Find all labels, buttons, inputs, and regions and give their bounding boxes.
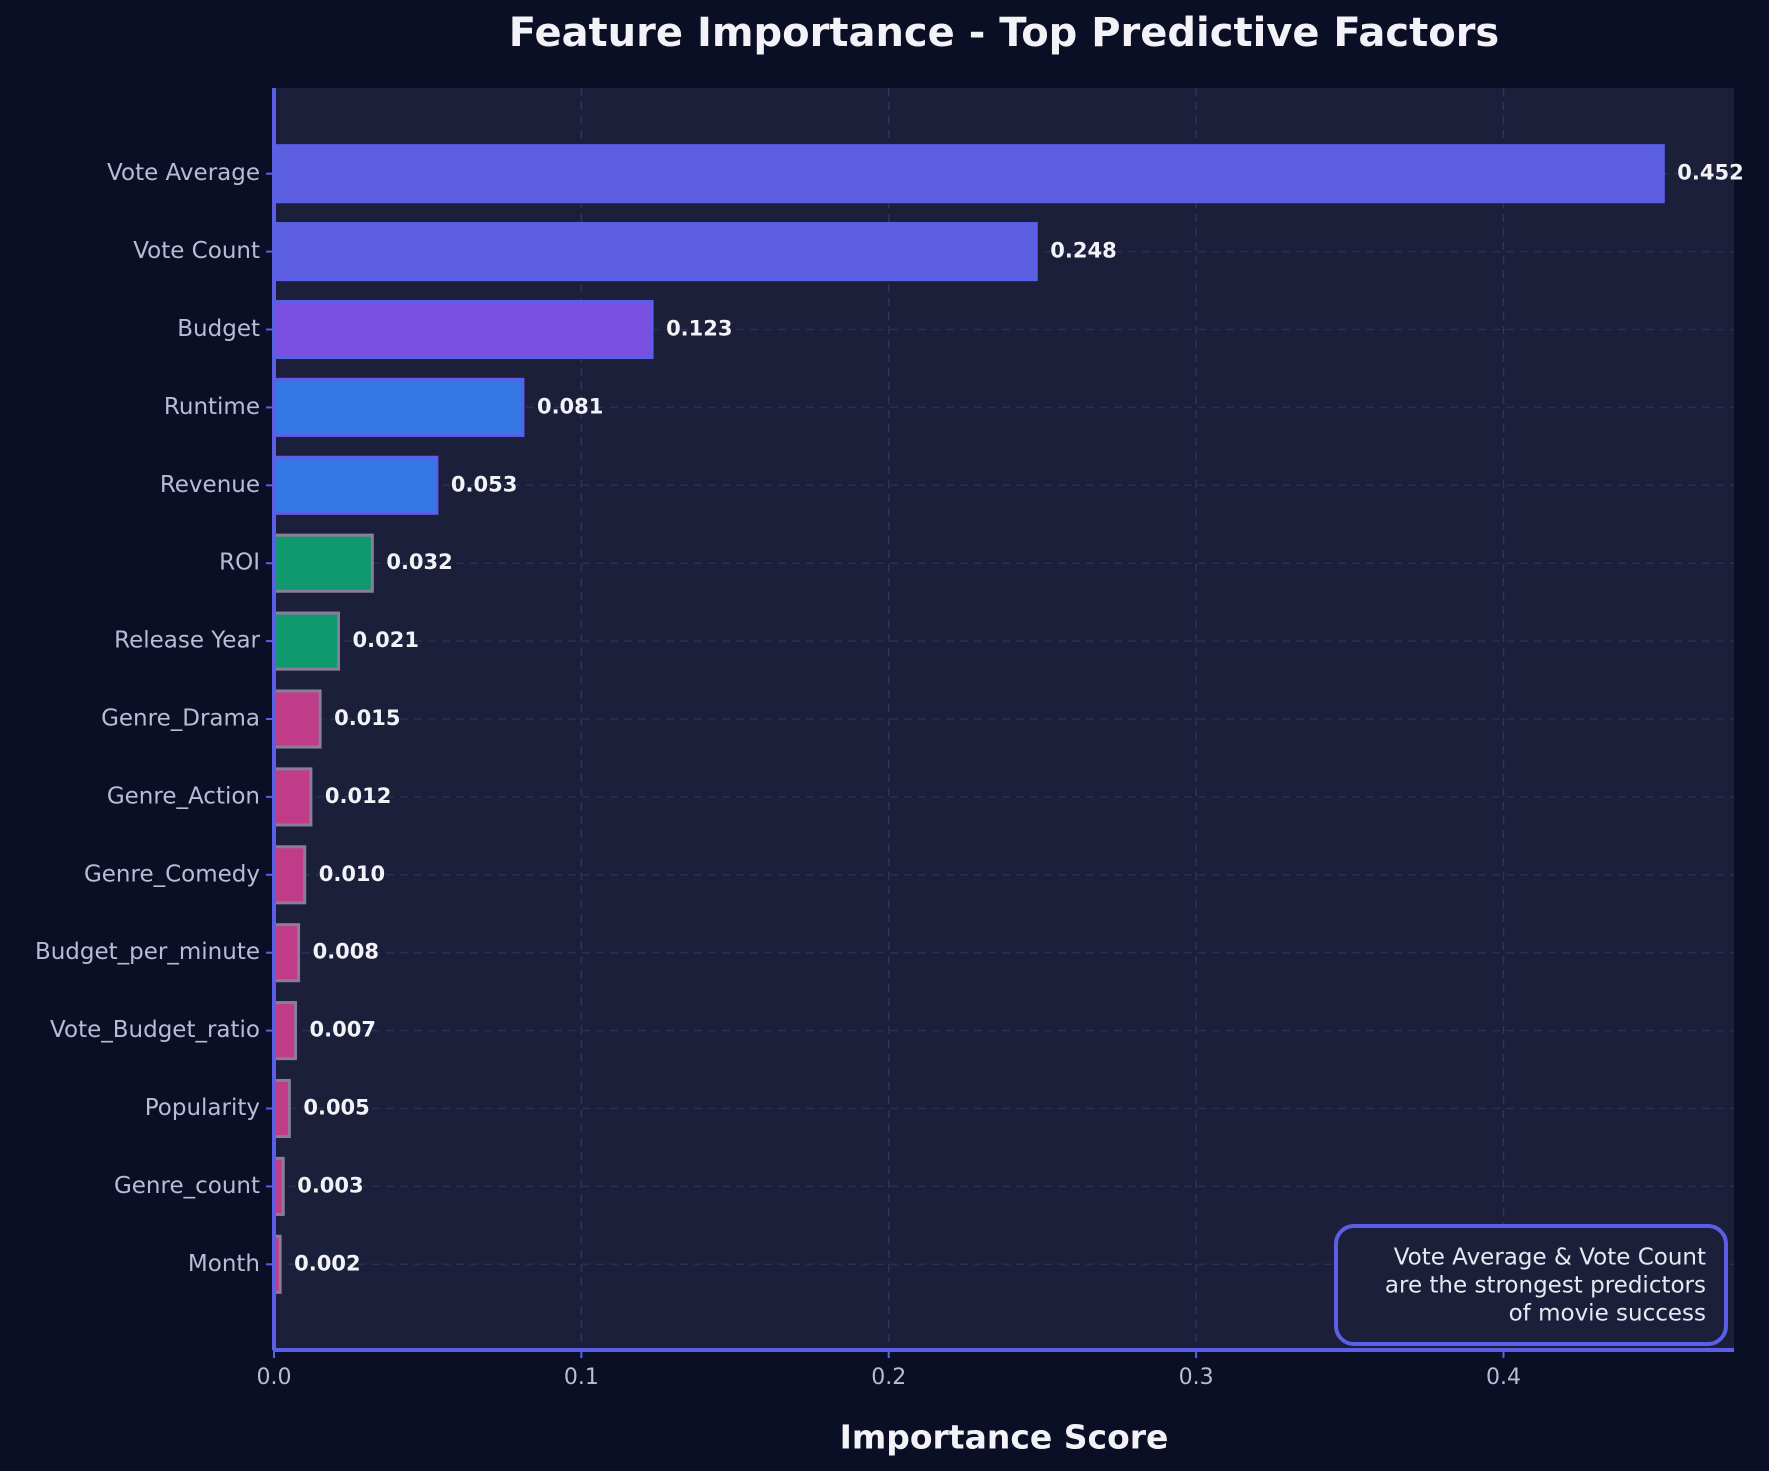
bar (272, 611, 341, 671)
annotation-text: Vote Average & Vote Count (1394, 1245, 1706, 1271)
y-tick-label: Budget_per_minute (35, 939, 260, 965)
y-tick-label: Vote_Budget_ratio (50, 1017, 260, 1043)
value-label: 0.005 (303, 1096, 369, 1120)
value-label: 0.008 (313, 940, 379, 964)
bar (272, 1078, 291, 1139)
y-tick-label: Vote Count (133, 238, 260, 264)
value-label: 0.021 (353, 628, 419, 652)
value-label: 0.248 (1050, 239, 1116, 263)
y-tick-label: ROI (219, 550, 260, 576)
bar (272, 845, 307, 905)
x-tick-label: 0.2 (871, 1365, 906, 1390)
x-tick-label: 0.0 (257, 1365, 292, 1390)
bar (272, 767, 313, 827)
x-tick-label: 0.1 (564, 1365, 599, 1390)
annotation-text: are the strongest predictors (1385, 1273, 1706, 1299)
bar (272, 1001, 298, 1061)
x-axis-label: Importance Score (840, 1418, 1169, 1457)
y-tick-label: Release Year (114, 628, 260, 654)
value-label: 0.032 (386, 550, 452, 574)
y-tick-label: Genre_Drama (101, 706, 260, 732)
bar (272, 923, 301, 983)
y-tick-label: Genre_count (114, 1173, 260, 1199)
bar (272, 377, 525, 437)
bar (272, 689, 322, 749)
y-tick-label: Month (188, 1251, 260, 1277)
y-tick-label: Vote Average (107, 160, 260, 186)
value-label: 0.012 (325, 784, 391, 808)
bar (272, 455, 439, 515)
y-tick-label: Budget (177, 316, 260, 342)
value-label: 0.452 (1677, 161, 1743, 185)
x-tick-label: 0.4 (1486, 1365, 1521, 1390)
y-tick-label: Genre_Comedy (84, 861, 260, 887)
chart-title: Feature Importance - Top Predictive Fact… (509, 10, 1500, 56)
value-label: 0.007 (310, 1018, 376, 1042)
value-label: 0.015 (334, 706, 400, 730)
annotation-box (1334, 1224, 1728, 1346)
value-label: 0.002 (294, 1251, 360, 1275)
bar (272, 299, 654, 360)
bar (272, 144, 1665, 204)
x-tick-label: 0.3 (1179, 1365, 1214, 1390)
value-label: 0.123 (666, 316, 732, 340)
y-tick-label: Runtime (164, 394, 260, 420)
y-tick-label: Revenue (160, 472, 260, 498)
value-label: 0.010 (319, 862, 385, 886)
value-label: 0.003 (297, 1173, 363, 1197)
value-label: 0.053 (451, 472, 517, 496)
bar (272, 222, 1038, 282)
y-tick-label: Popularity (145, 1095, 260, 1121)
y-tick-label: Genre_Action (107, 783, 260, 809)
value-label: 0.081 (537, 394, 603, 418)
bar (272, 533, 374, 593)
annotation-text: of movie success (1509, 1301, 1706, 1327)
